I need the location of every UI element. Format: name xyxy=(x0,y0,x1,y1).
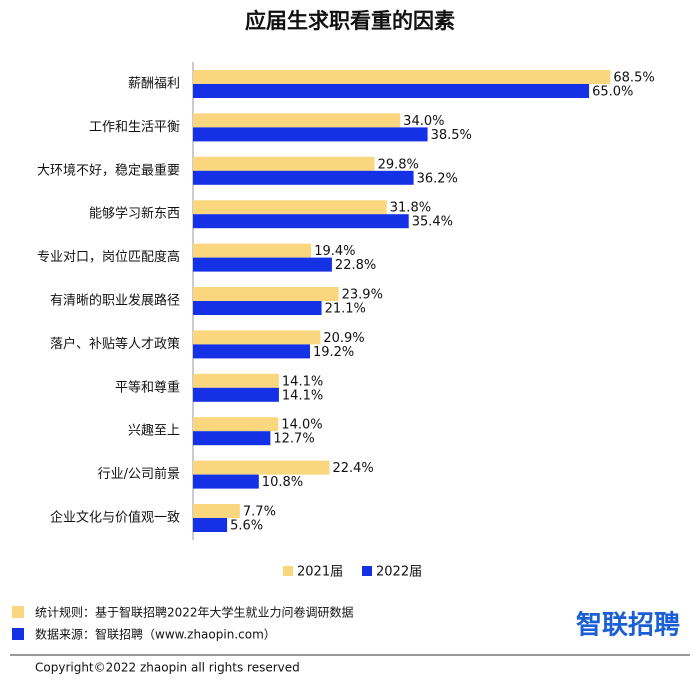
category-label: 有清晰的职业发展路径 xyxy=(50,293,180,309)
bar xyxy=(193,287,339,301)
value-label: 5.6% xyxy=(230,519,263,534)
value-label: 12.7% xyxy=(273,432,314,447)
bar xyxy=(193,113,401,128)
value-label: 36.2% xyxy=(417,171,458,186)
category-label: 落户、补贴等人才政策 xyxy=(50,336,180,352)
bar xyxy=(193,84,590,98)
bar xyxy=(193,474,259,489)
value-label: 35.4% xyxy=(412,215,453,230)
bar xyxy=(193,70,611,84)
legend-label: 2022届 xyxy=(376,565,422,580)
value-label: 22.4% xyxy=(332,461,373,476)
category-label: 专业对口，岗位匹配度高 xyxy=(37,249,180,265)
value-label: 21.1% xyxy=(325,302,366,317)
value-label: 38.5% xyxy=(431,128,472,143)
category-label: 行业/公司前景 xyxy=(98,466,180,482)
bar xyxy=(193,330,321,345)
bar xyxy=(193,200,387,215)
legend-label: 2021届 xyxy=(297,565,343,580)
value-label: 22.8% xyxy=(335,258,376,273)
category-label: 企业文化与价值观一致 xyxy=(50,510,180,526)
value-label: 23.9% xyxy=(342,288,383,303)
bar xyxy=(193,127,428,142)
category-label: 兴趣至上 xyxy=(128,424,180,439)
copyright: Copyright©2022 zhaopin all rights reserv… xyxy=(35,661,300,675)
category-label: 平等和尊重 xyxy=(115,379,180,395)
value-label: 7.7% xyxy=(243,505,276,520)
bar xyxy=(193,170,414,185)
bar xyxy=(193,373,279,388)
bar xyxy=(193,504,240,518)
value-label: 31.8% xyxy=(390,201,431,216)
bar xyxy=(193,257,332,272)
note: 数据来源：智联招聘（www.zhaopin.com） xyxy=(35,627,276,642)
note: 统计规则：基于智联招聘2022年大学生就业力问卷调研数据 xyxy=(35,605,354,620)
bar xyxy=(193,344,310,359)
value-label: 20.9% xyxy=(323,331,364,346)
note-swatch xyxy=(12,606,24,618)
logo: 智联招聘 xyxy=(576,611,680,641)
category-label: 大环境不好，稳定最重要 xyxy=(37,162,180,178)
category-label: 能够学习新东西 xyxy=(89,206,180,222)
bar xyxy=(193,214,409,229)
note-swatch xyxy=(12,628,24,640)
value-label: 14.1% xyxy=(282,388,323,403)
bar xyxy=(193,243,312,258)
value-label: 19.2% xyxy=(313,345,354,360)
legend-swatch xyxy=(362,566,372,576)
bar xyxy=(193,387,279,402)
bar xyxy=(193,417,279,432)
bar xyxy=(193,301,322,315)
value-label: 14.0% xyxy=(281,418,322,433)
bar xyxy=(193,518,228,532)
value-label: 65.0% xyxy=(592,85,633,100)
value-label: 68.5% xyxy=(613,71,654,86)
category-label: 薪酬福利 xyxy=(128,77,180,92)
value-label: 29.8% xyxy=(378,157,419,172)
bar xyxy=(193,431,271,446)
category-label: 工作和生活平衡 xyxy=(89,120,180,135)
chart-title: 应届生求职看重的因素 xyxy=(245,9,455,33)
value-label: 19.4% xyxy=(314,244,355,259)
value-label: 34.0% xyxy=(403,114,444,129)
value-label: 10.8% xyxy=(262,475,303,490)
legend-swatch xyxy=(283,566,293,576)
value-label: 14.1% xyxy=(282,374,323,389)
bar xyxy=(193,156,375,171)
bar xyxy=(193,460,330,475)
